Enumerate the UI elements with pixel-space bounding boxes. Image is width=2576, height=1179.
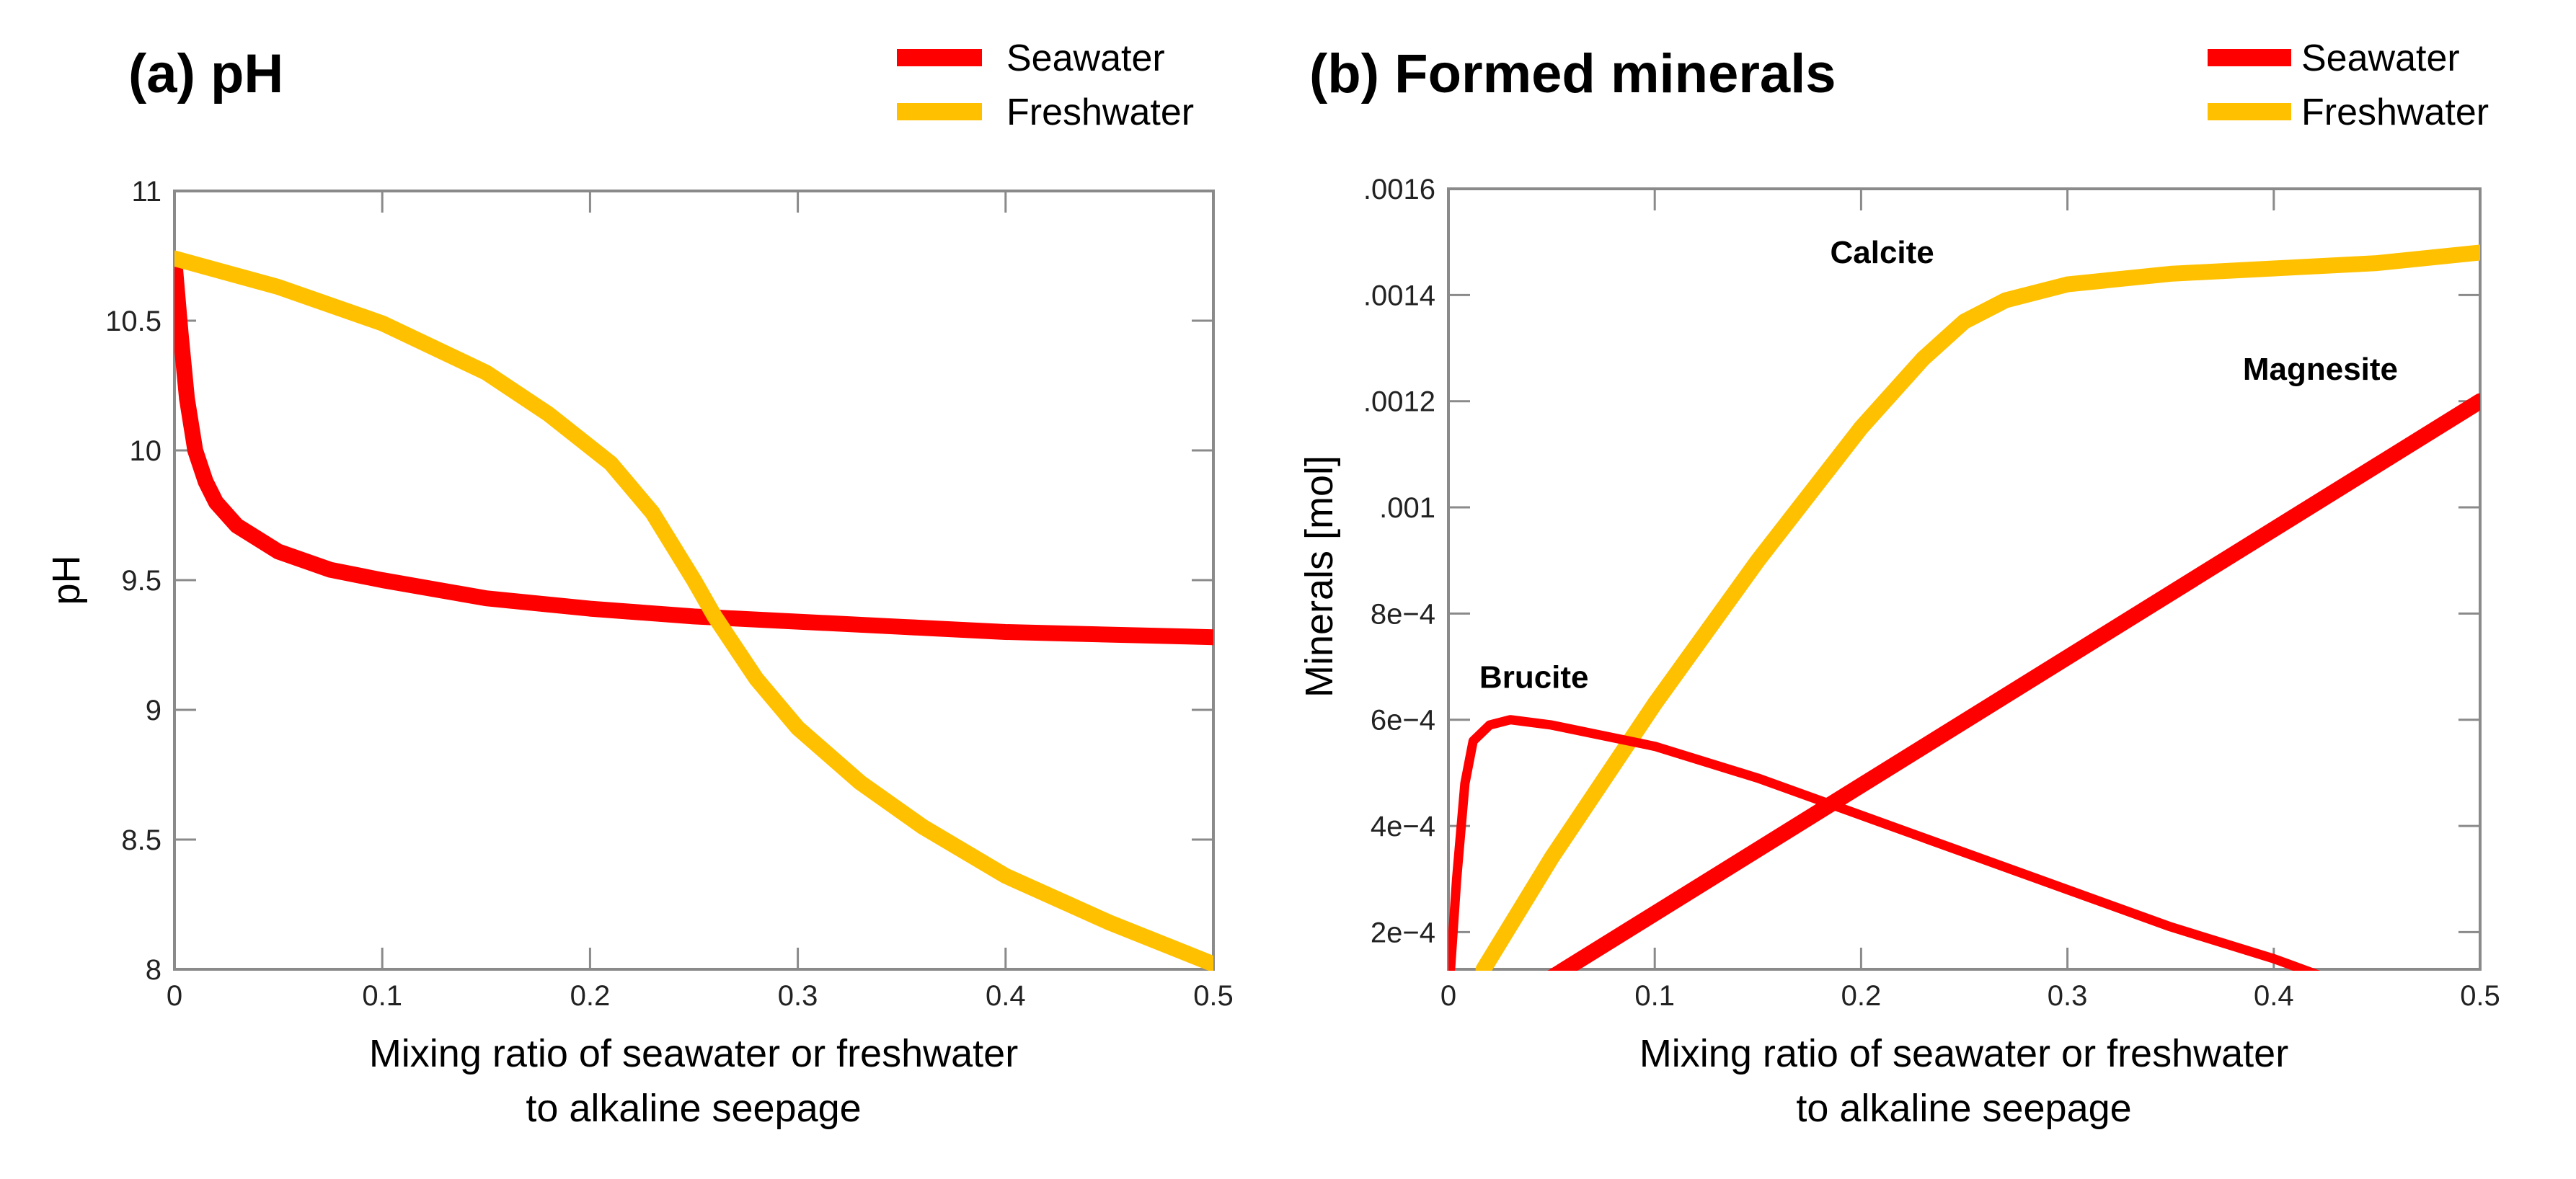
y-tick-label: 10.5 xyxy=(105,306,161,337)
y-axis-label-b: Minerals [mol] xyxy=(1298,455,1341,698)
legend-label-freshwater: Freshwater xyxy=(1006,92,1194,133)
x-tick-label: 0.5 xyxy=(1193,980,1234,1012)
y-tick-label: 4e−4 xyxy=(1371,811,1435,842)
series-brucite-seawater xyxy=(1448,715,2321,971)
x-tick-label: 0.1 xyxy=(362,980,402,1012)
x-axis-label-a-line2: to alkaline seepage xyxy=(526,1087,861,1130)
legend-label-freshwater: Freshwater xyxy=(2301,92,2489,133)
legend-b: Seawater Freshwater xyxy=(2208,37,2489,133)
y-tick-label: 9.5 xyxy=(121,565,161,597)
x-tick-label: 0.1 xyxy=(1634,980,1675,1012)
y-axis-label-a: pH xyxy=(45,555,88,605)
y-tick-label: .0014 xyxy=(1363,280,1435,311)
x-tick-label: 0.4 xyxy=(2254,980,2294,1012)
x-tick-label: 0.5 xyxy=(2460,980,2500,1012)
series-seawater xyxy=(174,253,1213,646)
annotation-calcite: Calcite xyxy=(1830,235,1934,270)
panel-a-title: (a) pH xyxy=(128,43,283,104)
annotations-b: Brucite Calcite Magnesite xyxy=(1479,235,2398,695)
y-tick-label: 10 xyxy=(130,435,162,467)
x-tick-label: 0.3 xyxy=(778,980,818,1012)
legend-label-seawater: Seawater xyxy=(2301,37,2460,79)
panel-a-ph: (a) pH Seawater Freshwater pH Mixing rat… xyxy=(45,37,1234,1130)
y-tick-label: .0016 xyxy=(1363,174,1435,205)
x-tick-label: 0.2 xyxy=(1841,980,1882,1012)
series-freshwater xyxy=(174,250,1213,971)
annotation-brucite: Brucite xyxy=(1479,660,1589,695)
x-tick-label: 0.3 xyxy=(2048,980,2088,1012)
x-axis-label-a-line1: Mixing ratio of seawater or freshwater xyxy=(369,1032,1018,1075)
x-tick-label: 0.4 xyxy=(986,980,1026,1012)
x-tick-label: 0.2 xyxy=(570,980,611,1012)
legend-a: Seawater Freshwater xyxy=(897,37,1194,133)
plot-frame xyxy=(1447,187,2482,971)
series-magnesite-seawater xyxy=(1547,393,2480,971)
x-tick-label: 0 xyxy=(167,980,182,1012)
y-tick-label: 2e−4 xyxy=(1371,917,1435,948)
y-tick-label: 6e−4 xyxy=(1371,705,1435,737)
panel-b-title: (b) Formed minerals xyxy=(1309,43,1836,104)
legend-label-seawater: Seawater xyxy=(1006,37,1165,79)
y-tick-label: 8e−4 xyxy=(1371,598,1435,630)
x-tick-label: 0 xyxy=(1440,980,1456,1012)
panel-b-minerals: (b) Formed minerals Seawater Freshwater … xyxy=(1298,37,2500,1130)
x-axis-label-b-line1: Mixing ratio of seawater or freshwater xyxy=(1639,1032,2288,1075)
y-tick-label: 8 xyxy=(146,954,161,986)
y-tick-label: 8.5 xyxy=(121,824,161,856)
annotation-magnesite: Magnesite xyxy=(2243,352,2398,387)
y-tick-label: 11 xyxy=(131,176,161,208)
y-tick-label: .0012 xyxy=(1363,386,1435,418)
y-tick-label: .001 xyxy=(1379,492,1435,524)
series-calcite-freshwater xyxy=(1475,244,2480,971)
y-tick-label: 9 xyxy=(146,695,161,726)
x-axis-label-b-line2: to alkaline seepage xyxy=(1796,1087,2131,1130)
